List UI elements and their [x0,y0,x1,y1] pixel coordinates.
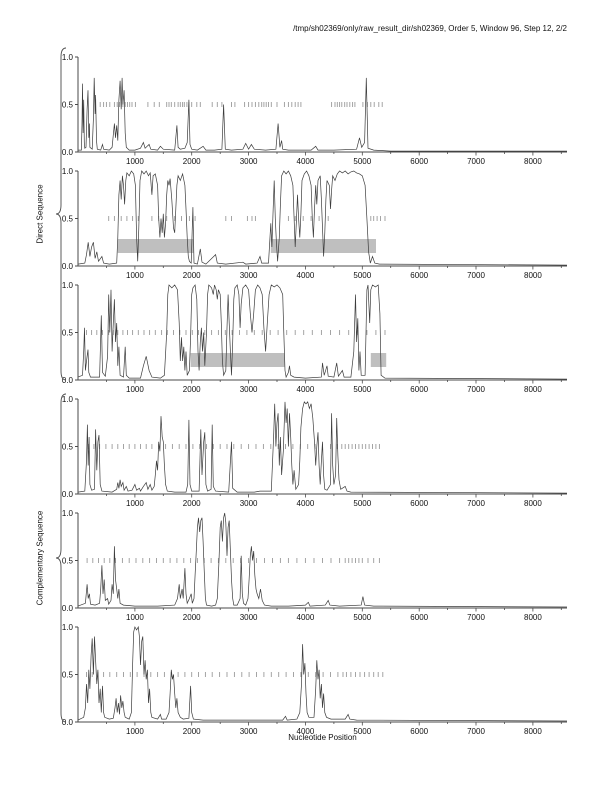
x-tick-label: 3000 [240,613,258,622]
probability-curve [77,401,568,494]
x-tick-label: 7000 [467,499,485,508]
x-tick-label: 7000 [467,613,485,622]
y-tick-label: 1.0 [62,623,74,632]
x-axis-title: Nucleotide Position [288,733,357,742]
predicted-region-bar [370,353,387,367]
x-tick-label: 4000 [297,157,315,166]
group-brace [55,47,67,381]
x-tick-label: 5000 [353,499,371,508]
x-tick-label: 5000 [353,727,371,736]
y-tick-label: 1.0 [62,53,74,62]
y-tick-label: 1.0 [62,395,74,404]
y-tick-label: 0.5 [62,214,74,223]
x-tick-label: 8000 [524,385,542,394]
x-tick-label: 6000 [410,727,428,736]
x-tick-label: 1000 [126,271,144,280]
x-tick-label: 2000 [183,613,201,622]
y-tick-label: 0.5 [62,442,74,451]
x-tick-label: 2000 [183,499,201,508]
x-tick-label: 1000 [126,385,144,394]
x-tick-label: 6000 [410,385,428,394]
probability-curve [77,170,568,266]
x-tick-label: 6000 [410,499,428,508]
y-tick-label: 0.0 [62,604,74,613]
x-tick-label: 7000 [467,385,485,394]
page-title: /tmp/sh02369/only/raw_result_dir/sh02369… [293,24,567,33]
probability-curve [77,284,568,380]
x-tick-label: 1000 [126,157,144,166]
x-tick-label: 5000 [353,385,371,394]
x-tick-label: 8000 [524,727,542,736]
y-tick-label: 0.5 [62,670,74,679]
x-tick-label: 1000 [126,499,144,508]
x-tick-label: 5000 [353,613,371,622]
x-tick-label: 1000 [126,613,144,622]
x-tick-label: 8000 [524,157,542,166]
x-tick-label: 2000 [183,727,201,736]
x-tick-label: 2000 [183,157,201,166]
x-tick-label: 2000 [183,385,201,394]
x-tick-label: 5000 [353,157,371,166]
x-tick-label: 4000 [297,613,315,622]
panel-axes [77,57,567,153]
y-tick-label: 0.5 [62,556,74,565]
x-tick-label: 6000 [410,271,428,280]
x-tick-label: 3000 [240,499,258,508]
x-tick-label: 5000 [353,271,371,280]
y-tick-label: 0.0 [62,490,74,499]
x-tick-label: 4000 [297,499,315,508]
panel-2-direct-frame-2: 0.0 0.5 1.0 1000 2000 3000 4000 5000 6000 7000 800… [62,167,568,280]
y-tick-label: 0.0 [62,262,74,271]
x-tick-label: 4000 [297,271,315,280]
x-tick-label: 7000 [467,727,485,736]
x-tick-label: 3000 [240,385,258,394]
panel-5-complementary-frame-2: 0.0 0.5 1.0 1000 2000 3000 4000 5000 6000 7000 800… [62,509,568,622]
x-tick-label: 6000 [410,157,428,166]
x-tick-label: 1000 [126,727,144,736]
x-tick-label: 8000 [524,499,542,508]
group-brace [55,393,67,723]
x-tick-label: 3000 [240,727,258,736]
predicted-region-bar [117,239,194,253]
x-tick-label: 7000 [467,271,485,280]
y-tick-label: 1.0 [62,509,74,518]
y-tick-label: 0.0 [62,718,74,727]
y-tick-label: 0.0 [62,148,74,157]
probability-curve [77,512,568,608]
x-tick-label: 7000 [467,157,485,166]
x-tick-label: 8000 [524,271,542,280]
x-tick-label: 3000 [240,271,258,280]
probability-curve [78,77,567,152]
y-tick-label: 0.0 [62,376,74,385]
panel-4-complementary-frame-1: 0.0 0.5 1.0 1000 2000 3000 4000 5000 6000 7000 800… [62,395,568,508]
y-tick-label: 0.5 [62,328,74,337]
group-label-complementary-sequence: Complementary Sequence [35,510,45,606]
predicted-region-bar [190,353,285,367]
y-tick-label: 1.0 [62,281,74,290]
group-label-direct-sequence: Direct Sequence [35,184,45,244]
x-tick-label: 2000 [183,271,201,280]
x-tick-label: 4000 [297,385,315,394]
panel-1-direct-frame-1: 0.0 0.5 1.0 1000 2000 3000 4000 5000 6000 7000 800… [62,53,567,166]
x-tick-label: 6000 [410,613,428,622]
y-tick-label: 0.5 [62,100,74,109]
y-tick-label: 1.0 [62,167,74,176]
x-tick-label: 4000 [297,727,315,736]
x-tick-label: 8000 [524,613,542,622]
panel-3-direct-frame-3: 0.0 0.5 1.0 1000 2000 3000 4000 5000 6000 7000 800… [62,281,568,394]
probability-curve [77,625,568,722]
panel-6-complementary-frame-3: 0.0 0.5 1.0 1000 2000 3000 4000 5000 6000 7000 800… [62,623,568,736]
x-tick-label: 3000 [240,157,258,166]
